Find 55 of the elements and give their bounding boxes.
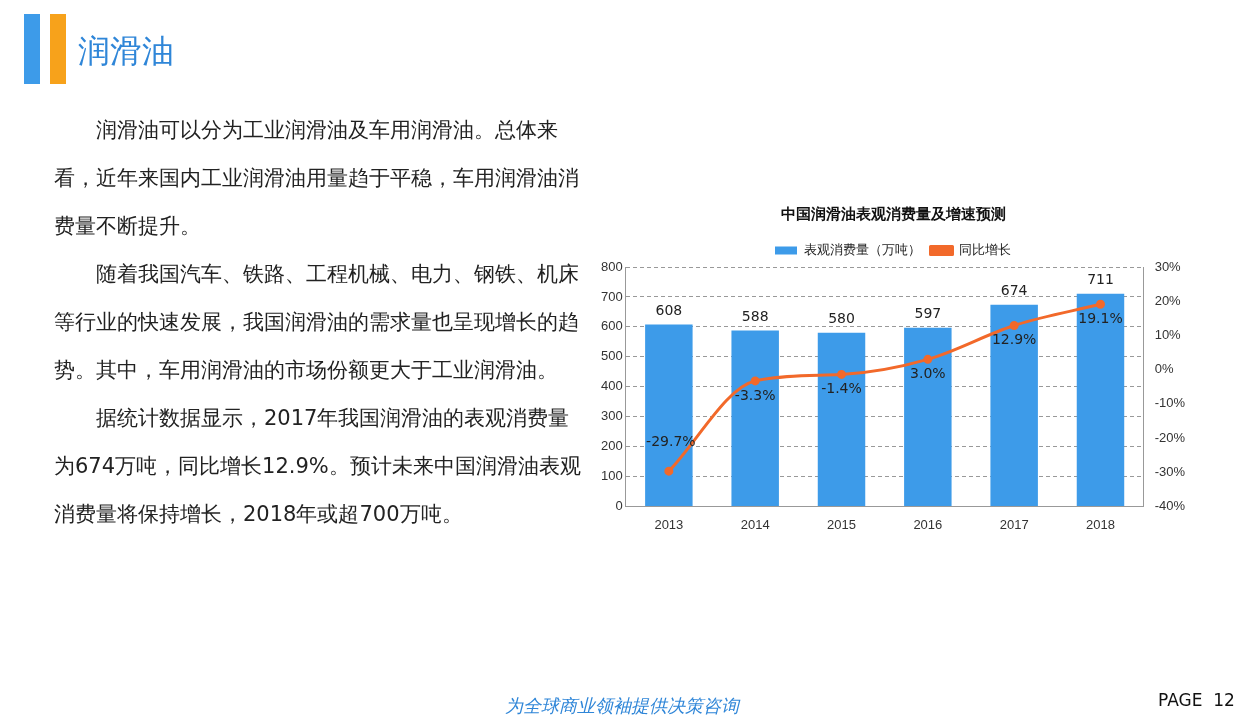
data-label: 588 bbox=[741, 308, 769, 325]
y2-tick-label: -30% bbox=[1154, 463, 1186, 479]
point bbox=[750, 376, 760, 386]
data-label: 597 bbox=[914, 305, 942, 322]
y-tick-label: 200 bbox=[600, 438, 623, 454]
chart-title: 中国润滑油表观消费量及增速预测 bbox=[780, 205, 1006, 223]
x-tick-label: 2014 bbox=[740, 516, 770, 532]
text: PAGE 12 bbox=[1158, 690, 1235, 710]
y-tick-label: 0 bbox=[615, 497, 623, 513]
y-tick-label: 400 bbox=[600, 378, 623, 394]
legend-label: 同比增长 bbox=[959, 242, 1011, 258]
data-label: 12.9% bbox=[991, 331, 1037, 348]
bar bbox=[990, 304, 1038, 506]
point bbox=[664, 466, 674, 476]
point bbox=[923, 354, 933, 364]
bar bbox=[904, 327, 952, 506]
text: 润滑油可以分为工业润滑油及车用润滑油。总体来看，近年来国内工业润滑油用量趋于平稳，车用润滑油消费量不断提升。 bbox=[54, 117, 580, 240]
y2-tick-label: 20% bbox=[1154, 292, 1182, 308]
y2-tick-label: 30% bbox=[1154, 258, 1182, 274]
bar bbox=[731, 330, 779, 506]
y-tick-label: 800 bbox=[600, 258, 623, 274]
y2-tick-label: 10% bbox=[1154, 326, 1182, 342]
data-label: 608 bbox=[655, 302, 683, 319]
y-tick-label: 600 bbox=[600, 318, 623, 334]
bar bbox=[817, 332, 866, 506]
data-label: 3.0% bbox=[910, 364, 946, 381]
point bbox=[1009, 320, 1019, 330]
x-tick-label: 2013 bbox=[654, 516, 684, 532]
y-tick-label: 300 bbox=[600, 408, 623, 424]
text: 为全球商业领袖提供决策咨询 bbox=[505, 694, 739, 718]
bar bbox=[645, 324, 693, 506]
data-label: 674 bbox=[1000, 282, 1028, 299]
point bbox=[837, 369, 847, 379]
data-label: 19.1% bbox=[1078, 309, 1123, 326]
data-label: 711 bbox=[1087, 271, 1114, 288]
y2-tick-label: -10% bbox=[1154, 395, 1186, 411]
data-label: 580 bbox=[828, 310, 855, 327]
y-tick-label: 700 bbox=[600, 288, 623, 304]
text: 据统计数据显示，2017年我国润滑油的表观消费量为674万吨，同比增长12.9%。预计未来中国润滑油表观消费量将保持增长，2018年或超700万吨。 bbox=[54, 405, 582, 528]
data-label: -1.4% bbox=[821, 380, 862, 397]
y2-tick-label: 0% bbox=[1154, 361, 1174, 377]
point bbox=[1095, 299, 1105, 309]
legend-label: 表观消费量（万吨） bbox=[803, 242, 921, 258]
text: 润滑油 bbox=[78, 31, 174, 72]
x-tick-label: 2015 bbox=[827, 516, 856, 532]
x-tick-label: 2016 bbox=[913, 516, 943, 532]
y2-tick-label: -20% bbox=[1154, 429, 1186, 445]
x-tick-label: 2018 bbox=[1086, 516, 1115, 532]
text: 随着我国汽车、铁路、工程机械、电力、钢铁、机床等行业的快速发展，我国润滑油的需求量也呈现增长的趋势。其中，车用润滑油的市场份额更大于工业润滑油。 bbox=[54, 261, 580, 384]
data-label: -3.3% bbox=[734, 386, 776, 403]
x-tick-label: 2017 bbox=[999, 516, 1029, 532]
y-tick-label: 100 bbox=[600, 468, 623, 484]
y2-tick-label: -40% bbox=[1154, 497, 1186, 513]
y-tick-label: 500 bbox=[600, 348, 623, 364]
bar bbox=[1076, 293, 1125, 506]
